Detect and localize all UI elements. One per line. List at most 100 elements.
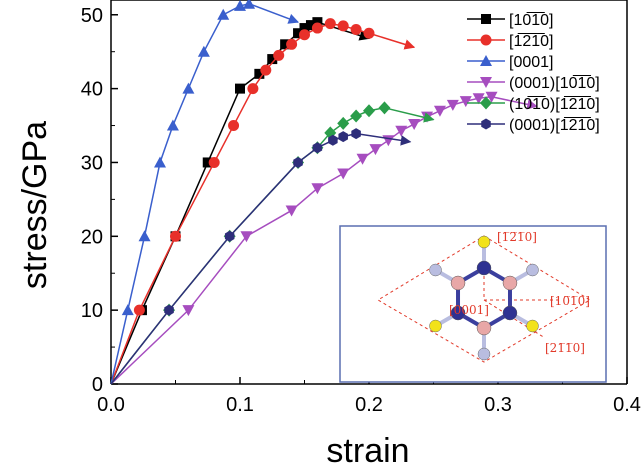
data-point bbox=[350, 24, 362, 36]
y-axis-title: stress/GPa bbox=[16, 121, 54, 289]
data-point bbox=[234, 0, 246, 11]
data-point bbox=[208, 156, 220, 168]
x-tick-label: 0.2 bbox=[355, 394, 383, 416]
data-point bbox=[285, 205, 298, 217]
data-point bbox=[312, 142, 323, 154]
y-tick-label: 40 bbox=[81, 79, 103, 101]
data-point bbox=[235, 83, 245, 94]
x-tick-label: 0.0 bbox=[97, 394, 125, 416]
inset-atoms bbox=[429, 235, 539, 361]
legend-entry: (0001)[10̅1̅0] bbox=[509, 74, 600, 92]
data-point bbox=[243, 0, 256, 9]
data-point bbox=[273, 49, 285, 61]
data-point bbox=[328, 134, 338, 146]
data-point bbox=[154, 156, 167, 168]
series-arrow bbox=[384, 107, 435, 123]
inset-label-2: [0001] bbox=[449, 303, 489, 317]
series-line bbox=[110, 21, 318, 385]
legend: [10̅1̅0] [1̅2̅1̅0] [0001] (0001)[10̅1̅0] (10… bbox=[467, 11, 600, 134]
data-point bbox=[337, 168, 350, 180]
data-point bbox=[286, 38, 298, 50]
data-point bbox=[369, 144, 382, 156]
data-point bbox=[446, 99, 459, 111]
legend-entry: [10̅1̅0] bbox=[509, 11, 553, 29]
data-point bbox=[240, 231, 253, 243]
data-point bbox=[217, 8, 230, 20]
x-tick-label: 0.3 bbox=[484, 394, 512, 416]
data-point bbox=[254, 68, 265, 79]
data-point bbox=[164, 304, 174, 316]
legend-marker bbox=[480, 34, 492, 46]
legend-marker bbox=[481, 118, 491, 130]
data-point bbox=[166, 119, 179, 131]
data-point bbox=[312, 17, 323, 28]
data-point bbox=[337, 20, 349, 32]
inset-atom bbox=[526, 319, 539, 333]
series-arrow bbox=[355, 132, 412, 146]
inset-atom bbox=[450, 305, 466, 321]
data-point bbox=[472, 93, 485, 105]
inset-atom bbox=[477, 235, 491, 249]
x-tick-label: 0.4 bbox=[613, 394, 641, 416]
inset-atom bbox=[477, 347, 491, 361]
data-point bbox=[182, 305, 195, 317]
legend-entry: [0001] bbox=[509, 54, 553, 71]
inset-atom bbox=[526, 263, 539, 277]
data-point bbox=[350, 109, 363, 123]
data-point bbox=[311, 183, 324, 195]
data-point bbox=[170, 230, 181, 242]
series-2 bbox=[110, 0, 300, 385]
inset-atom bbox=[450, 275, 466, 291]
y-tick-label: 50 bbox=[81, 5, 103, 27]
inset-atom bbox=[429, 319, 442, 333]
inset-crystal-diagram: [1̅2̅1̅0] [0001] [10̅1̅0] [21̅1̅0] bbox=[339, 225, 607, 383]
legend-entry: (10̅1̅0)[1̅2̅1̅0] bbox=[509, 95, 600, 113]
data-point bbox=[138, 230, 151, 242]
data-point bbox=[324, 18, 336, 30]
data-point bbox=[267, 54, 278, 65]
data-point bbox=[338, 131, 348, 143]
series-arrow bbox=[368, 32, 416, 50]
data-point bbox=[485, 91, 498, 103]
series-0 bbox=[110, 17, 371, 385]
legend-marker bbox=[481, 14, 491, 24]
inset-label-4: [21̅1̅0] bbox=[545, 341, 585, 355]
series-layer bbox=[110, 0, 538, 385]
y-tick-label: 0 bbox=[92, 374, 103, 396]
x-axis-title: strain bbox=[326, 432, 409, 468]
inset-atom bbox=[502, 305, 518, 321]
data-point bbox=[133, 304, 145, 316]
data-point bbox=[197, 45, 210, 57]
x-tick-label: 0.1 bbox=[226, 394, 254, 416]
data-point bbox=[224, 230, 235, 242]
data-point bbox=[311, 22, 323, 34]
legend-marker bbox=[480, 96, 492, 110]
data-point bbox=[299, 23, 310, 34]
inset-label-3: [10̅1̅0] bbox=[550, 294, 590, 308]
inset-atom bbox=[476, 320, 492, 336]
data-point bbox=[337, 116, 350, 130]
data-point bbox=[305, 20, 316, 31]
inset-atom bbox=[476, 260, 492, 276]
data-point bbox=[247, 83, 259, 95]
series-line bbox=[110, 132, 357, 385]
y-tick-label: 10 bbox=[81, 300, 103, 322]
y-tick-label: 20 bbox=[81, 226, 103, 248]
data-point bbox=[433, 105, 446, 117]
data-point bbox=[382, 135, 395, 147]
data-point bbox=[260, 64, 272, 76]
inset-atom bbox=[429, 263, 442, 277]
data-point bbox=[182, 82, 195, 94]
data-point bbox=[363, 27, 375, 39]
legend-marker bbox=[480, 55, 492, 66]
series-5 bbox=[110, 128, 412, 385]
series-line bbox=[110, 22, 370, 385]
legend-entry: (0001)[1̅2̅1̅0] bbox=[509, 116, 600, 134]
data-point bbox=[395, 125, 408, 137]
data-point bbox=[378, 101, 391, 115]
legend-entry: [1̅2̅1̅0] bbox=[509, 32, 553, 50]
legend-marker bbox=[480, 77, 492, 88]
inset-atom bbox=[502, 275, 518, 291]
inset-rhombus bbox=[377, 235, 591, 363]
